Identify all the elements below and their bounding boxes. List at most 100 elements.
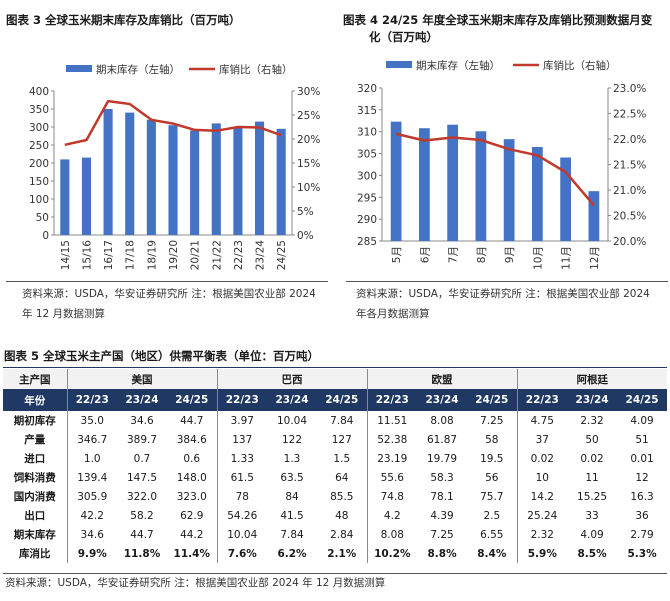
table-cell: 389.7 bbox=[126, 433, 158, 446]
table-cell: 16.3 bbox=[630, 490, 654, 503]
table-cell: 11 bbox=[585, 471, 599, 484]
table-cell: 44.7 bbox=[130, 528, 154, 541]
figure3-divider bbox=[6, 281, 328, 282]
table-top-rule bbox=[3, 367, 667, 368]
year-label: 年份 bbox=[3, 389, 67, 411]
table-cell: 10.04 bbox=[276, 414, 308, 427]
left-tick-label: 285 bbox=[357, 236, 377, 248]
right-tick-label: 25% bbox=[297, 110, 320, 122]
table-row: 库消比 9.9% 11.8% 11.4% 7.6% 6.2% 2.1% 10.2% 8.8% 8.… bbox=[3, 544, 667, 563]
bar bbox=[146, 119, 156, 235]
table-cell: 8.08 bbox=[366, 525, 418, 544]
table-cell: 74.8 bbox=[366, 487, 418, 506]
right-tick-label: 23.0% bbox=[613, 83, 646, 95]
left-tick-label: 305 bbox=[357, 149, 377, 161]
table-cell: 19.5 bbox=[480, 452, 504, 465]
left-tick-label: 300 bbox=[29, 122, 49, 134]
table-cell: 42.2 bbox=[66, 506, 117, 525]
table-cell: 15.25 bbox=[577, 490, 608, 503]
figure3-source: 资料来源：USDA，华安证券研究所 注：根据美国农业部 2024 年 12 月数… bbox=[22, 284, 316, 324]
table-cell: 52.38 bbox=[366, 430, 418, 449]
table-cell: 346.7 bbox=[66, 430, 117, 449]
left-tick-label: 200 bbox=[29, 158, 49, 170]
table-cell: 37 bbox=[516, 430, 568, 449]
x-tick-label: 19/20 bbox=[168, 240, 180, 270]
table-row: 期初库存 35.0 34.6 44.7 3.97 10.04 7.84 11.51 8.08 7.… bbox=[3, 411, 667, 430]
year-header: 24/25 bbox=[317, 389, 368, 411]
table-cell: 62.9 bbox=[180, 509, 204, 522]
table-cell: 7.84 bbox=[280, 528, 304, 541]
table-cell: 8.08 bbox=[430, 414, 454, 427]
bar bbox=[233, 127, 243, 235]
table-cell: 58 bbox=[485, 433, 499, 446]
table-row: 饲料消费 139.4 147.5 148.0 61.5 63.5 64 55.6 58.3 56 1… bbox=[3, 468, 667, 487]
table-cell: 323.0 bbox=[176, 490, 207, 503]
table-cell: 58.2 bbox=[130, 509, 154, 522]
year-header: 23/24 bbox=[417, 389, 468, 411]
table-cell: 0.02 bbox=[580, 452, 604, 465]
table-cell: 2.32 bbox=[516, 525, 568, 544]
left-tick-label: 100 bbox=[29, 194, 49, 206]
table-cell: 0.7 bbox=[133, 452, 151, 465]
table-cell: 51 bbox=[635, 433, 649, 446]
x-tick-label: 8月 bbox=[476, 246, 488, 263]
table-row: 国内消费 305.9 322.0 323.0 78 84 85.5 74.8 78.1 75.7 1… bbox=[3, 487, 667, 506]
row-label: 出口 bbox=[24, 510, 46, 522]
right-tick-label: 30% bbox=[297, 86, 320, 98]
table-cell: 122 bbox=[281, 433, 303, 446]
country-header: 阿根廷 bbox=[516, 369, 668, 389]
year-header: 23/24 bbox=[267, 389, 318, 411]
row-label: 国内消费 bbox=[13, 491, 56, 503]
year-header: 23/24 bbox=[567, 389, 618, 411]
x-tick-label: 6月 bbox=[419, 246, 431, 263]
chart-3: 期末库存（左轴） 库销比（右轴） 0 50 100 150 200 250 300 350 400 0… bbox=[29, 63, 320, 271]
source-line: 年 12 月数据测算 bbox=[22, 308, 106, 320]
source-line: 资料来源：USDA，华安证券研究所 注：根据美国农业部 2024 bbox=[22, 288, 316, 300]
row-label: 库消比 bbox=[19, 548, 51, 560]
table-cell: 0.02 bbox=[516, 449, 568, 468]
bar bbox=[419, 128, 430, 241]
table-cell: 4.75 bbox=[516, 411, 568, 430]
country-header: 巴西 bbox=[216, 369, 368, 389]
figure4-divider bbox=[346, 281, 668, 282]
left-tick-label: 250 bbox=[29, 140, 49, 152]
left-tick-label: 350 bbox=[29, 104, 49, 116]
x-tick-label: 21/22 bbox=[211, 240, 223, 270]
ratio-line bbox=[395, 132, 595, 207]
figure5-source: 资料来源：USDA，华安证券研究所 注：根据美国农业部 2024 年 12 月数… bbox=[5, 577, 386, 589]
x-tick-label: 20/21 bbox=[190, 240, 202, 270]
bar bbox=[390, 121, 402, 241]
bar bbox=[475, 131, 487, 241]
table-cell: 6.55 bbox=[480, 528, 504, 541]
table-cell: 0.01 bbox=[630, 452, 654, 465]
table-cell: 23.19 bbox=[366, 449, 418, 468]
year-header: 22/23 bbox=[216, 389, 268, 411]
figure4-source: 资料来源：USDA，华安证券研究所 注：根据美国农业部 2024 年各月数据测算 bbox=[356, 284, 650, 324]
x-tick-label: 23/24 bbox=[255, 240, 267, 271]
table-cell: 78 bbox=[216, 487, 268, 506]
table-cell: 7.6% bbox=[216, 544, 268, 563]
bar bbox=[532, 147, 543, 241]
table-cell: 64 bbox=[335, 471, 349, 484]
right-tick-label: 5% bbox=[297, 206, 314, 218]
source-line: 资料来源：USDA，华安证券研究所 注：根据美国农业部 2024 bbox=[356, 288, 650, 300]
figure4-title: 图表 4 24/25 年度全球玉米期末库存及库销比预测数据月变 化（百万吨） bbox=[343, 12, 652, 46]
right-tick-label: 10% bbox=[297, 182, 320, 194]
x-tick-label: 5月 bbox=[391, 246, 403, 263]
right-tick-label: 22.0% bbox=[613, 134, 646, 146]
right-tick-label: 20.0% bbox=[613, 236, 646, 248]
legend-swatch-bar bbox=[66, 65, 92, 72]
table-cell: 55.6 bbox=[366, 468, 418, 487]
table-cell: 48 bbox=[335, 509, 349, 522]
year-header: 22/23 bbox=[66, 389, 117, 411]
right-tick-label: 21.5% bbox=[613, 160, 646, 172]
table-cell: 35.0 bbox=[66, 411, 117, 430]
left-tick-label: 295 bbox=[357, 192, 377, 204]
table-cell: 41.5 bbox=[280, 509, 304, 522]
table-cell: 61.87 bbox=[427, 433, 458, 446]
table-cell: 14.2 bbox=[516, 487, 568, 506]
table-row: 进口 1.0 0.7 0.6 1.33 1.3 1.5 23.19 19.79 19.5 0.02 0… bbox=[3, 449, 667, 468]
bar bbox=[168, 125, 178, 235]
table-cell: 8.5% bbox=[577, 547, 607, 560]
table-row: 产量 346.7 389.7 384.6 137 122 127 52.38 61.87 58 37… bbox=[3, 430, 667, 449]
